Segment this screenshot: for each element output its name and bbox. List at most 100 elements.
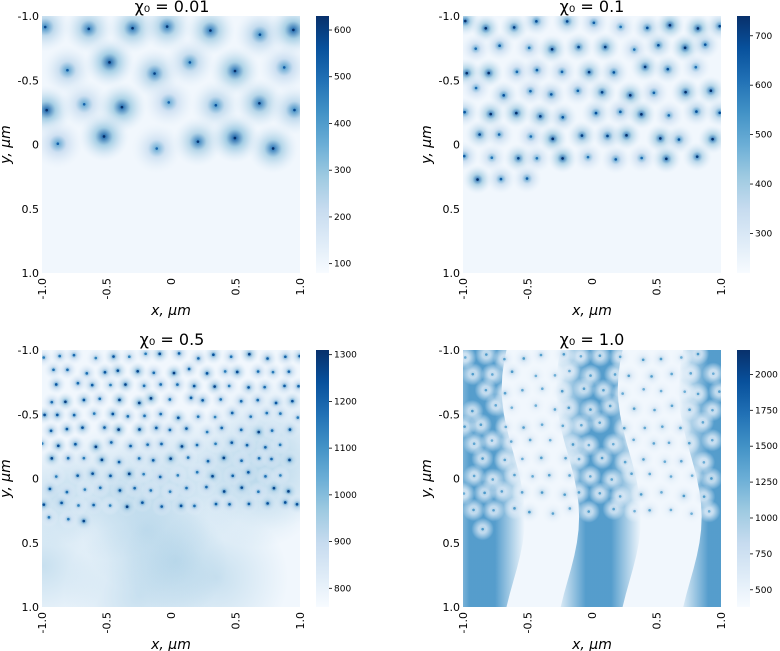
heatmap-area <box>42 350 300 607</box>
heatmap-spot-core <box>103 426 106 429</box>
heatmap-spot-core <box>111 412 115 416</box>
heatmap-spot-core <box>263 385 266 389</box>
heatmap-spot-core <box>180 445 184 448</box>
y-tick-label: -0.5 <box>18 408 39 421</box>
heatmap-spot-core <box>471 409 474 413</box>
heatmap-spot-core <box>612 71 616 74</box>
heatmap-spot-core <box>487 71 490 75</box>
heatmap-spot-core <box>102 135 106 138</box>
heatmap-spot-core <box>257 490 260 494</box>
heatmap-spot-core <box>513 507 516 510</box>
heatmap-spot-core <box>476 178 479 181</box>
heatmap-spot-core <box>103 370 107 374</box>
heatmap-spot-core <box>201 398 204 402</box>
heatmap-spot <box>259 42 300 93</box>
heatmap-spot-core <box>291 399 294 403</box>
y-tick-label: -1.0 <box>439 344 460 357</box>
colorbar-tick-label: 600 <box>334 26 351 36</box>
panel-title: χ₀ = 1.0 <box>560 330 625 349</box>
heatmap-spot-core <box>670 404 674 408</box>
x-axis-label: x, μm <box>150 303 191 319</box>
heatmap-panel-chi-0.01: χ₀ = 0.01 -1.0 -0.5 0 0.5 1.0 -1.0 -0.5 … <box>0 0 351 319</box>
y-tick-labels: -1.0 -0.5 0 0.5 1.0 <box>18 10 39 280</box>
heatmap-spot-core <box>504 425 508 429</box>
heatmap-spot-core <box>695 155 699 158</box>
y-tick-label: 0.5 <box>22 203 40 216</box>
heatmap-spot-core <box>481 457 484 460</box>
heatmap-spot-core <box>229 355 233 359</box>
heatmap-spot-core <box>247 386 250 389</box>
heatmap-spot-core <box>602 388 605 392</box>
x-tick-label: -1.0 <box>457 612 470 633</box>
heatmap-spot-core <box>598 354 602 358</box>
heatmap-spot-core <box>703 43 707 46</box>
colorbar-tick-label: 400 <box>755 180 772 190</box>
heatmap-spot-core <box>690 474 694 477</box>
heatmap-spot-core <box>529 135 533 138</box>
heatmap-spot-core <box>478 133 481 136</box>
heatmap-spot-core <box>295 502 299 506</box>
x-tick-label: 1.0 <box>294 278 307 296</box>
heatmap-spot-core <box>642 388 645 391</box>
heatmap-spot-core <box>167 101 171 104</box>
heatmap-spot-core <box>137 401 141 405</box>
colorbar-tick-label: 1750 <box>755 406 778 416</box>
heatmap-spot-core <box>659 137 662 140</box>
heatmap-spot-core <box>668 23 672 27</box>
heatmap-spot-core <box>499 177 503 181</box>
heatmap-spot-core <box>687 441 691 445</box>
heatmap-spot-core <box>490 156 494 159</box>
heatmap-spot-core <box>192 384 196 388</box>
heatmap-spot-core <box>288 428 292 431</box>
heatmap-spot-core <box>66 456 70 460</box>
heatmap-spot-core <box>577 45 580 49</box>
y-tick-label: -1.0 <box>18 10 39 23</box>
heatmap-spot-core <box>265 411 269 415</box>
heatmap-spot-core <box>560 70 564 74</box>
heatmap-spot-core <box>228 503 231 506</box>
x-tick-label: -1.0 <box>457 278 470 299</box>
colorbar-tick-label: 300 <box>755 229 772 239</box>
heatmap-spot-core <box>606 134 609 138</box>
heatmap-spot-core <box>539 115 542 118</box>
heatmap-spot-core <box>688 408 691 411</box>
heatmap-spot <box>203 350 224 365</box>
heatmap-spot-core <box>56 142 60 145</box>
heatmap-spot-core <box>472 474 476 478</box>
heatmap-spot-core <box>663 460 667 463</box>
heatmap-spot-core <box>577 491 581 494</box>
colorbar-tick-label: 500 <box>334 73 351 83</box>
heatmap-spot-core <box>611 442 615 446</box>
heatmap-spot-core <box>149 489 153 492</box>
heatmap-spot-core <box>696 392 700 396</box>
heatmap-spot-core <box>539 353 543 357</box>
colorbar-tick-label: 800 <box>334 584 351 594</box>
x-tick-labels: -1.0 -0.5 0 0.5 1.0 <box>457 278 728 299</box>
colorbar-tick-labels: 800 900 1000 1100 1200 1300 <box>334 351 357 595</box>
heatmap-spot-core <box>463 154 466 158</box>
heatmap-spot-core <box>65 490 69 494</box>
heatmap-spot-core <box>517 157 520 160</box>
heatmap-spot-core <box>239 428 243 432</box>
heatmap-spot-core <box>230 411 234 415</box>
heatmap-spot-core <box>564 456 567 460</box>
heatmap-spot-core <box>561 424 565 428</box>
y-tick-label: 0.5 <box>443 203 461 216</box>
heatmap-spot-core <box>90 383 94 387</box>
heatmap-spot-core <box>680 356 683 359</box>
heatmap-spot-core <box>568 474 571 477</box>
heatmap-spot-core <box>42 356 46 359</box>
heatmap-spot-core <box>43 413 46 417</box>
heatmap-spot-core <box>142 384 146 388</box>
heatmap-spot-core <box>82 398 86 402</box>
colorbar <box>737 16 753 273</box>
heatmap-spot-core <box>563 493 566 496</box>
heatmap-spot-core <box>612 507 615 511</box>
heatmap-spot-core <box>144 352 147 356</box>
heatmap-spot-core <box>81 426 84 429</box>
heatmap-spot-core <box>513 473 516 477</box>
heatmap-spot-core <box>52 368 55 372</box>
heatmap-spot-core <box>152 371 156 375</box>
heatmap-spot-core <box>682 494 686 498</box>
heatmap-spot-core <box>77 504 80 507</box>
